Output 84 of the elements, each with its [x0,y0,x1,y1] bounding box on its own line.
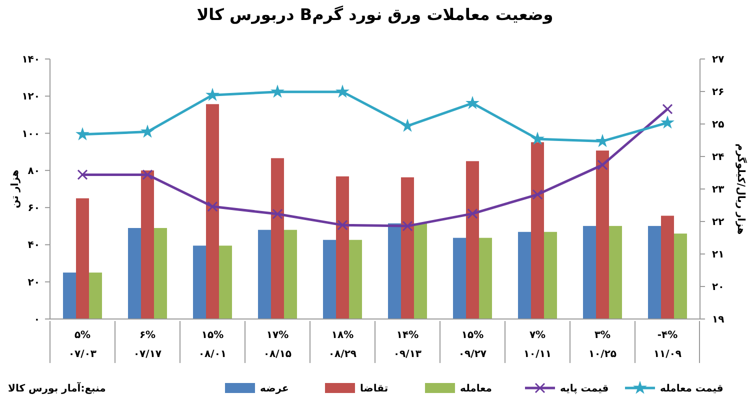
point [466,96,480,110]
y2-tick-label: ۲۶ [712,87,724,98]
bar [414,223,427,319]
x-tick-label: ۱۷% ۰۸/۱۵ [263,330,292,360]
point [207,201,218,212]
x-tick-label: ۱۵% ۰۹/۲۷ [458,330,487,360]
y2-tick-label: ۱۹ [712,314,724,326]
x-tick-label: ۵% ۰۷/۰۳ [68,330,97,360]
legend-label: معامله [460,384,492,394]
bar [323,240,336,319]
y-tick-label: ۸۰ [28,166,40,177]
legend-label: قیمت پایه [560,384,609,394]
x-tick-label: ۱۵% ۰۸/۰۱ [198,330,227,360]
bar [648,226,661,319]
legend-label: قیمت معامله [660,384,724,394]
point [336,84,350,98]
x-tick-label: ۳% ۱۰/۲۵ [588,330,617,360]
text: منبع:آمار بورس کالا [8,382,106,394]
bar [609,226,622,319]
y2-tick-label: ۲۷ [712,54,724,66]
point [270,84,284,98]
point [206,88,220,101]
point [660,115,674,129]
y2-tick-label: ۲۳ [712,184,724,196]
bar [128,228,141,319]
point [77,169,88,180]
bar [596,150,609,319]
point [532,189,543,200]
x-tick-label: ۱۴% ۰۹/۱۳ [393,330,422,360]
bar [63,272,76,319]
y-tick-label: ۱۴۰ [22,54,40,66]
point [402,220,413,232]
bar [336,176,349,319]
point [530,132,544,145]
bar [349,240,362,319]
y-tick-label: ۱۲۰ [22,92,40,103]
y-tick-label: ۶۰ [28,203,40,214]
bar [661,216,674,319]
y-tick-label: ۴۰ [28,240,40,252]
bar [76,198,89,319]
point [597,160,608,170]
bar [141,170,154,319]
x-tick-label: ۶% ۰۷/۱۷ [133,330,162,360]
bar [154,228,167,319]
bar [479,238,492,319]
bar [674,234,687,319]
y2-axis-title: هزار ریال/کیلوگرم [735,143,748,235]
y2-tick-label: ۲۱ [712,250,724,260]
legend-label: عرضه [260,384,289,394]
legend-label: تقاضا [360,384,388,394]
bar [544,232,557,319]
bar [583,226,596,319]
y2-tick-label: ۲۰ [712,282,724,293]
point [76,127,90,140]
point [142,169,153,180]
y2-tick-label: ۲۴ [712,152,724,163]
chart-title: وضعیت معاملات ورق نورد گرمB دربورس کالا [196,5,554,24]
bar [401,177,414,319]
point [140,124,154,138]
bar [518,232,531,319]
bar [466,161,479,319]
y-axis-title: هزار تن [10,170,21,208]
bar [89,272,102,319]
y-tick-label: ۲۰ [28,277,40,288]
y2-tick-label: ۲۵ [712,120,724,130]
bar [206,104,219,319]
y-tick-label: ۱۰۰ [22,128,40,140]
y2-tick-label: ۲۲ [712,217,724,228]
x-tick-label: ۱۸% ۰۸/۲۹ [328,330,357,360]
point [272,208,283,220]
bar [388,223,401,319]
bar [219,246,232,319]
bar [453,238,466,319]
x-tick-label: -۴% ۱۱/۰۹ [653,330,682,360]
point [662,104,673,114]
bar [258,230,271,319]
point [467,208,478,219]
bar [271,158,284,319]
bar [193,246,206,319]
bar [531,142,544,319]
bar [284,230,297,319]
point [337,220,348,230]
y-tick-label: ۰ [34,314,40,326]
x-tick-label: ۷% ۱۰/۱۱ [523,330,552,360]
